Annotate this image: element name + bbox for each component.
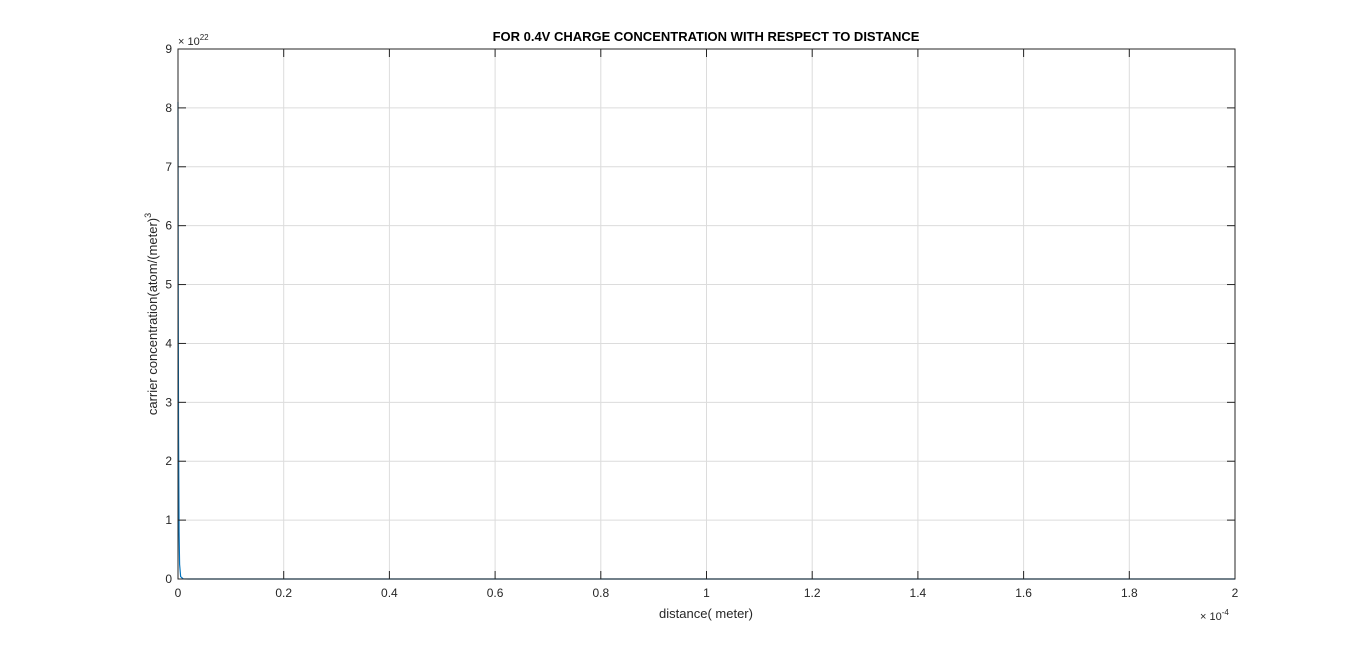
chart-title: FOR 0.4V CHARGE CONCENTRATION WITH RESPE… [493, 29, 920, 44]
grid [178, 49, 1235, 579]
y-tick-label: 7 [165, 160, 172, 174]
x-tick-label: 1.2 [804, 586, 821, 600]
x-tick-label: 0.8 [592, 586, 609, 600]
y-multiplier-base: × 10 [178, 36, 200, 48]
x-tick-label: 1.4 [910, 586, 927, 600]
x-tick-label: 1.6 [1015, 586, 1032, 600]
x-axis-multiplier: × 10-4 [1200, 608, 1229, 623]
y-tick-label: 1 [165, 513, 172, 527]
y-multiplier-exponent: 22 [200, 33, 209, 42]
y-tick-label: 5 [165, 278, 172, 292]
y-tick-label: 0 [165, 572, 172, 586]
y-tick-label: 6 [165, 219, 172, 233]
y-tick-label: 3 [165, 395, 172, 409]
y-axis-label-superscript: 3 [143, 213, 153, 218]
y-tick-label: 2 [165, 454, 172, 468]
y-axis-label: carrier concentration(atom/(meter) [145, 218, 160, 415]
y-tick-label: 9 [165, 42, 172, 56]
x-axis-label: distance( meter) [659, 606, 753, 621]
y-axis-multiplier: × 1022 [178, 33, 209, 48]
x-multiplier-exponent: -4 [1222, 608, 1230, 617]
y-tick-label: 8 [165, 101, 172, 115]
x-tick-label: 0.6 [487, 586, 504, 600]
x-tick-label: 0.2 [275, 586, 292, 600]
ticks: 0 0.2 0.4 0.6 0.8 1 1.2 1.4 1.6 1.8 2 0 1 2 3 4 5 6 7 8 9 [165, 42, 1238, 600]
x-multiplier-base: × 10 [1200, 611, 1222, 623]
y-axis-label-group: carrier concentration(atom/(meter)3 [143, 213, 160, 415]
x-tick-label: 1.8 [1121, 586, 1138, 600]
svg-text:carrier concentration(atom/(me: carrier concentration(atom/(meter)3 [143, 213, 160, 415]
x-tick-label: 0.4 [381, 586, 398, 600]
x-tick-label: 0 [175, 586, 182, 600]
y-tick-label: 4 [165, 336, 172, 350]
x-tick-label: 2 [1232, 586, 1239, 600]
x-tick-label: 1 [703, 586, 710, 600]
